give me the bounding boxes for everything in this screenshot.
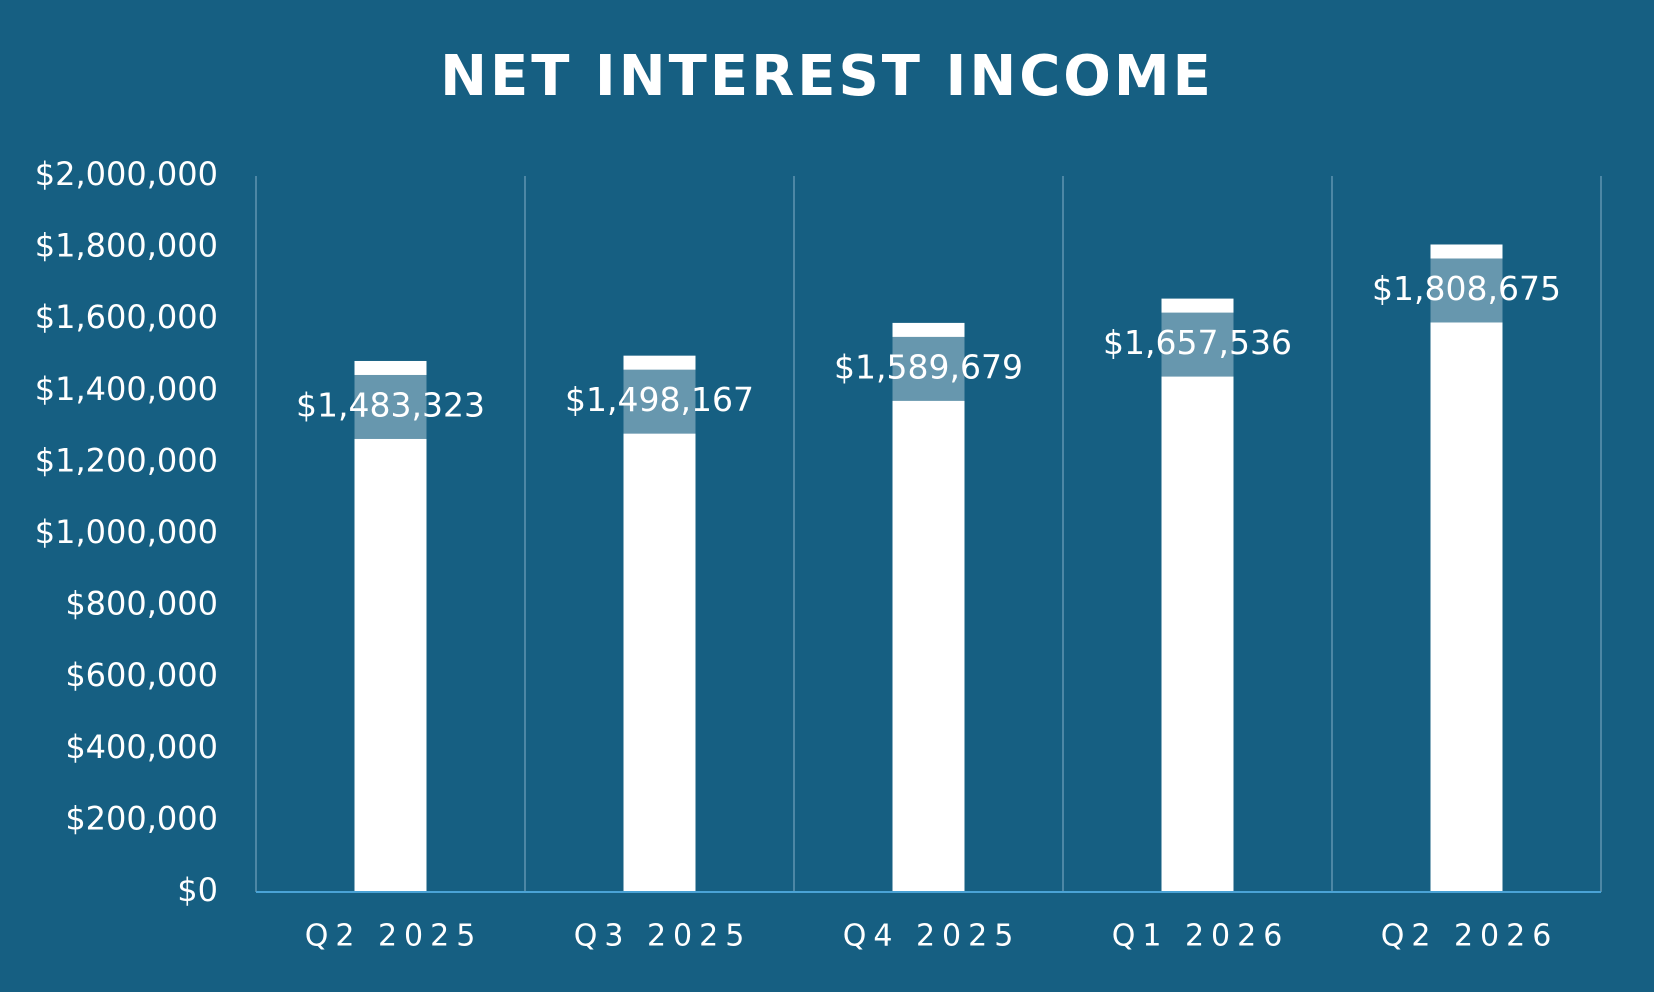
bar — [1430, 244, 1503, 892]
y-tick-label: $1,400,000 — [35, 370, 218, 408]
y-tick-label: $1,600,000 — [35, 298, 218, 336]
data-label: $1,657,536 — [1103, 323, 1292, 362]
y-tick-label: $1,800,000 — [35, 227, 218, 265]
data-label-box — [1430, 258, 1503, 323]
y-tick-label: $1,200,000 — [35, 441, 218, 479]
data-label: $1,589,679 — [834, 347, 1023, 386]
y-tick-label: $800,000 — [65, 585, 218, 623]
bar — [354, 360, 427, 893]
y-tick-label: $1,000,000 — [35, 513, 218, 551]
x-tick-label: Q3 2025 — [574, 919, 752, 954]
bar — [892, 322, 965, 893]
y-tick-label: $600,000 — [65, 656, 218, 694]
x-tick-label: Q2 2026 — [1381, 919, 1559, 954]
bar — [1161, 298, 1234, 892]
data-label-box — [354, 374, 427, 439]
data-label: $1,483,323 — [296, 385, 485, 424]
data-label-box — [1161, 312, 1234, 377]
y-tick-label: $400,000 — [65, 728, 218, 766]
bar — [623, 355, 696, 892]
x-tick-label: Q4 2025 — [843, 919, 1021, 954]
y-tick-label: $2,000,000 — [35, 155, 218, 193]
y-tick-label: $200,000 — [65, 799, 218, 837]
y-tick-label: $0 — [177, 871, 218, 909]
data-label-box — [623, 369, 696, 434]
x-tick-label: Q2 2025 — [305, 919, 483, 954]
chart-title: NET INTEREST INCOME — [440, 44, 1214, 109]
data-label: $1,808,675 — [1372, 269, 1561, 308]
data-label: $1,498,167 — [565, 380, 754, 419]
x-tick-label: Q1 2026 — [1112, 919, 1290, 954]
data-label-box — [892, 336, 965, 401]
